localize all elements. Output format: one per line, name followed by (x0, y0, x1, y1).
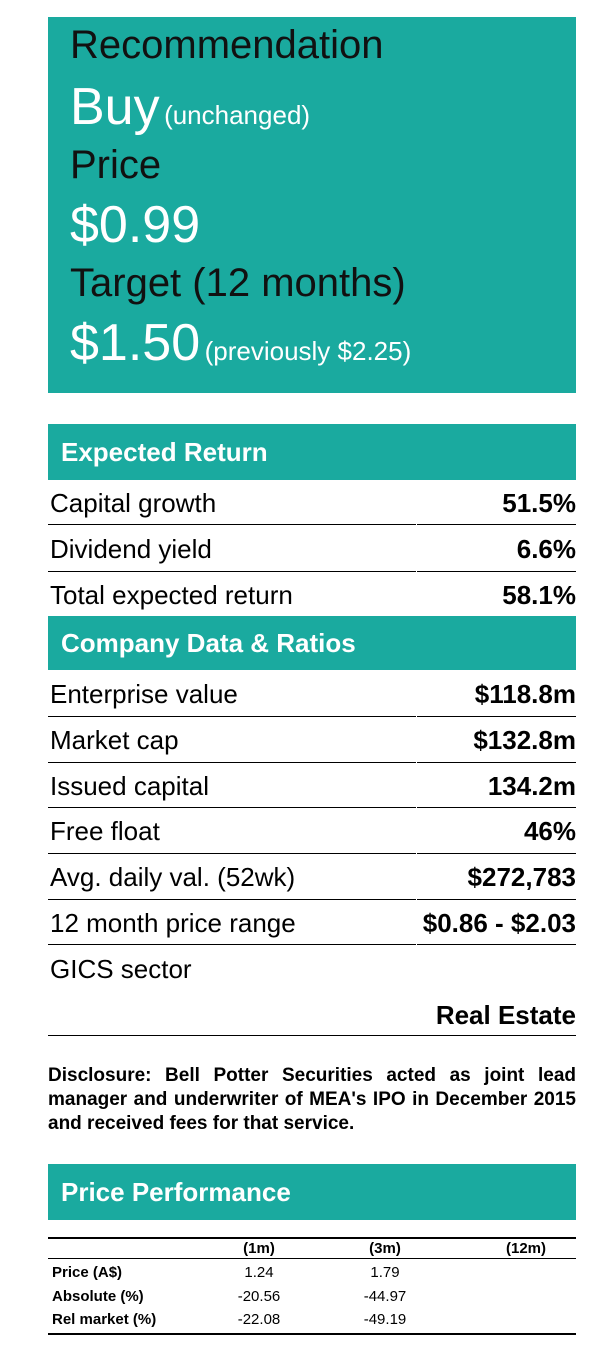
target-value: $1.50 (70, 314, 201, 372)
row-divider (417, 524, 576, 525)
sector-value-row: Real Estate (48, 992, 576, 1038)
cell: -22.08 (237, 1311, 281, 1328)
row-label: Enterprise value (50, 679, 238, 709)
expected-return-header: Expected Return (48, 424, 576, 480)
sector-row: GICS sector (48, 946, 576, 992)
row-value: 134.2m (487, 771, 576, 801)
price-label: Price (70, 143, 162, 187)
row-divider (417, 944, 576, 945)
table-row: Free float 46% (48, 808, 576, 854)
row-label: Rel market (%) (52, 1311, 157, 1328)
cell: -49.19 (363, 1311, 407, 1328)
cell: -20.56 (237, 1288, 281, 1305)
cell: 1.79 (370, 1264, 400, 1281)
price-value: $0.99 (70, 196, 201, 254)
target-label: Target (12 months) (70, 261, 406, 305)
row-divider (48, 762, 416, 763)
row-divider (417, 899, 576, 900)
row-label: Market cap (50, 725, 179, 755)
row-value: 46% (523, 816, 576, 846)
company-data-header: Company Data & Ratios (48, 616, 576, 670)
row-divider (48, 807, 416, 808)
table-row: Avg. daily val. (52wk) $272,783 (48, 854, 576, 900)
row-divider (417, 716, 576, 717)
target-value-line: $1.50 (previously $2.25) (70, 313, 411, 373)
row-value: $132.8m (473, 725, 576, 755)
target-note: (previously $2.25) (204, 336, 412, 366)
row-label: Price (A$) (52, 1264, 123, 1281)
row-label: 12 month price range (50, 908, 296, 938)
row-divider (417, 762, 576, 763)
row-value: 6.6% (516, 534, 576, 564)
recommendation-note: (unchanged) (164, 100, 311, 130)
cell: 1.24 (244, 1264, 274, 1281)
row-value: 58.1% (502, 580, 576, 610)
table-row: Total expected return 58.1% (48, 572, 576, 618)
recommendation-box: Recommendation Buy (unchanged) Price $0.… (48, 17, 576, 393)
section-divider (48, 1035, 576, 1036)
table-row: Enterprise value $118.8m (48, 671, 576, 717)
table-row: Issued capital 134.2m (48, 763, 576, 809)
row-divider (417, 807, 576, 808)
expected-return-title: Expected Return (61, 437, 268, 467)
row-divider (48, 524, 416, 525)
cell: -44.97 (363, 1288, 407, 1305)
table-top-rule (48, 1237, 576, 1239)
row-value: $272,783 (467, 862, 576, 892)
column-header: (12m) (505, 1240, 546, 1257)
row-divider (48, 716, 416, 717)
row-divider (48, 944, 416, 945)
row-value: 51.5% (502, 488, 576, 518)
column-header: (3m) (369, 1240, 401, 1257)
price-performance-header: Price Performance (48, 1164, 576, 1220)
row-label: Issued capital (50, 771, 209, 801)
table-row: Capital growth 51.5% (48, 480, 576, 526)
table-row: Dividend yield 6.6% (48, 526, 576, 572)
row-label: Capital growth (50, 488, 217, 518)
recommendation-value: Buy (70, 78, 160, 136)
row-divider (48, 571, 416, 572)
company-data-title: Company Data & Ratios (61, 628, 356, 658)
row-label: Avg. daily val. (52wk) (50, 862, 296, 892)
row-divider (417, 853, 576, 854)
row-label: Total expected return (50, 580, 293, 610)
row-divider (48, 853, 416, 854)
disclosure-text: Disclosure: Bell Potter Securities acted… (48, 1065, 576, 1134)
table-row: Market cap $132.8m (48, 717, 576, 763)
table-bottom-rule (48, 1333, 576, 1335)
recommendation-value-line: Buy (unchanged) (70, 77, 310, 137)
row-label: Free float (50, 816, 160, 846)
sector-value: Real Estate (435, 1000, 576, 1030)
row-label: Dividend yield (50, 534, 212, 564)
row-label: Absolute (%) (52, 1288, 144, 1305)
table-row: 12 month price range $0.86 - $2.03 (48, 900, 576, 946)
recommendation-label: Recommendation (70, 23, 384, 67)
header-rule (48, 1258, 576, 1259)
row-divider (48, 899, 416, 900)
price-performance-title: Price Performance (61, 1177, 291, 1207)
row-value: $0.86 - $2.03 (422, 908, 576, 938)
column-header: (1m) (243, 1240, 275, 1257)
sector-label: GICS sector (50, 954, 192, 984)
row-divider (417, 571, 576, 572)
row-value: $118.8m (474, 679, 576, 709)
